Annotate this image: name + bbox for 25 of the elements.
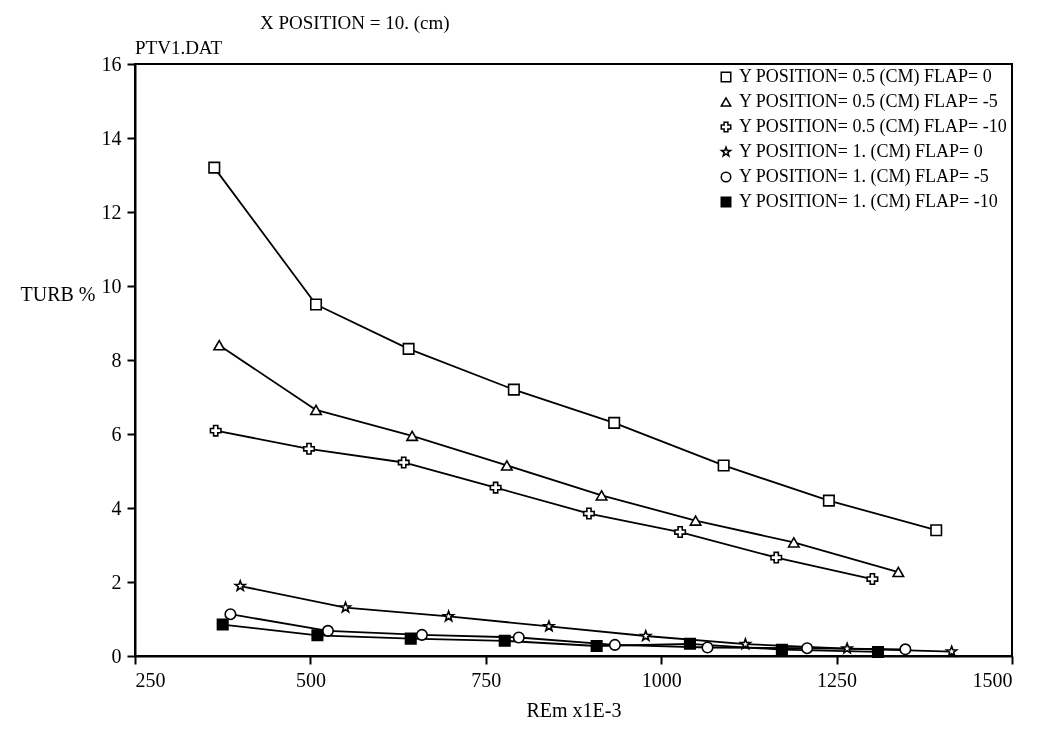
y-tick-label: 0 bbox=[111, 644, 122, 667]
x-tick-label: 250 bbox=[135, 668, 166, 691]
legend-label: Y POSITION= 0.5 (CM) FLAP= 0 bbox=[739, 66, 992, 87]
legend-label: Y POSITION= 1. (CM) FLAP= -10 bbox=[739, 191, 998, 212]
y-tick-label: 14 bbox=[101, 126, 122, 149]
x-tick-label: 1250 bbox=[817, 668, 858, 691]
y-axis-title: TURB % bbox=[20, 282, 96, 305]
y-tick-label: 10 bbox=[101, 274, 122, 297]
y-tick-label: 2 bbox=[111, 570, 122, 593]
legend-label: Y POSITION= 0.5 (CM) FLAP= -5 bbox=[739, 91, 998, 112]
x-tick-label: 1000 bbox=[641, 668, 682, 691]
chart-title: X POSITION = 10. (cm) bbox=[260, 12, 450, 34]
x-tick-label: 1500 bbox=[972, 668, 1013, 691]
legend-label: Y POSITION= 1. (CM) FLAP= 0 bbox=[739, 141, 983, 162]
y-tick-label: 8 bbox=[111, 348, 122, 371]
x-tick-label: 750 bbox=[471, 668, 502, 691]
y-tick-label: 6 bbox=[111, 422, 122, 445]
y-tick-label: 16 bbox=[101, 52, 122, 75]
x-axis-title: REm x1E-3 bbox=[526, 698, 622, 721]
x-tick-label: 500 bbox=[295, 668, 326, 691]
text: PTV1.DAT bbox=[135, 37, 223, 58]
y-tick-label: 12 bbox=[101, 200, 122, 223]
legend-label: Y POSITION= 1. (CM) FLAP= -5 bbox=[739, 166, 989, 187]
y-tick-label: 4 bbox=[111, 496, 122, 519]
legend-label: Y POSITION= 0.5 (CM) FLAP= -10 bbox=[739, 116, 1007, 137]
